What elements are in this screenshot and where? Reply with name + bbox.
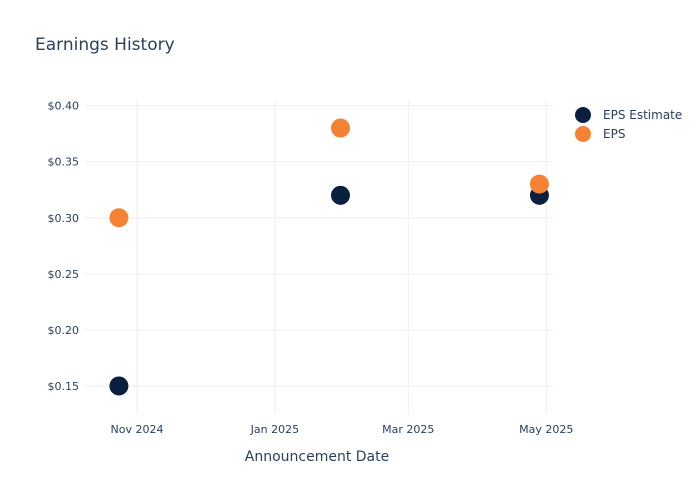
y-tick-label: $0.15 [48,380,80,393]
grid [85,100,553,414]
eps-point[interactable] [330,118,350,138]
eps-estimate-point[interactable] [109,376,129,396]
y-tick-label: $0.25 [48,268,80,281]
chart-title: Earnings History [35,35,175,55]
x-tick-label: May 2025 [519,423,573,436]
legend-marker [575,126,591,142]
y-axis-ticks: $0.15 $0.20 $0.25 $0.30 $0.35 $0.40 [48,100,80,393]
legend-label: EPS Estimate [603,108,682,122]
legend[interactable]: EPS Estimate EPS [575,107,682,142]
y-tick-label: $0.20 [48,324,80,337]
x-tick-label: Nov 2024 [111,423,164,436]
legend-item[interactable]: EPS Estimate [575,107,682,123]
eps-point[interactable] [109,208,129,228]
legend-marker [575,107,591,123]
x-axis-label: Announcement Date [245,449,389,465]
x-tick-label: Mar 2025 [382,423,434,436]
x-axis-ticks: Nov 2024 Jan 2025 Mar 2025 May 2025 [111,423,574,436]
legend-label: EPS [603,127,625,141]
x-tick-label: Jan 2025 [250,423,299,436]
eps-point[interactable] [529,174,549,194]
y-tick-label: $0.35 [48,156,80,169]
data-points [109,118,549,396]
y-tick-label: $0.40 [48,100,80,113]
y-tick-label: $0.30 [48,212,80,225]
legend-item[interactable]: EPS [575,126,625,142]
eps-estimate-point[interactable] [330,185,350,205]
